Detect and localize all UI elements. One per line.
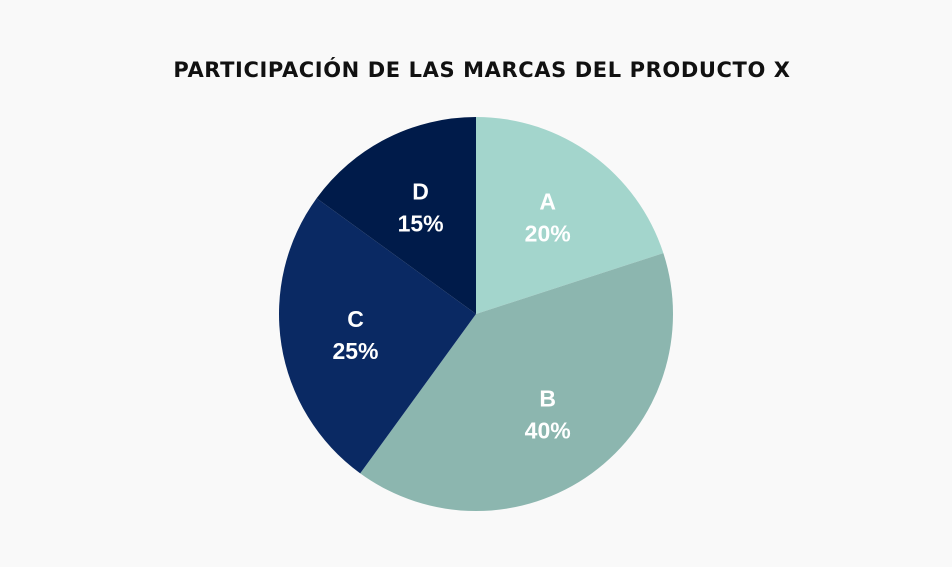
slice-label-c: C (347, 306, 364, 332)
pie-slice-a (476, 117, 664, 314)
slice-value-a: 20% (525, 220, 571, 246)
slice-label-b: B (539, 386, 556, 412)
pie-slices (278, 117, 673, 511)
pie-slice-b (360, 253, 673, 511)
slice-value-b: 40% (525, 418, 571, 444)
slice-value-c: 25% (332, 338, 378, 364)
pie-slice-c (278, 198, 476, 474)
slice-label-a: A (539, 188, 556, 214)
pie-slice-d (316, 117, 476, 314)
slice-label-d: D (412, 178, 429, 204)
pie-labels: A 20% B 40% C 25% D 15% (332, 178, 570, 443)
chart-title: PARTICIPACIÓN DE LAS MARCAS DEL PRODUCTO… (173, 58, 791, 82)
slice-value-d: 15% (398, 210, 444, 236)
